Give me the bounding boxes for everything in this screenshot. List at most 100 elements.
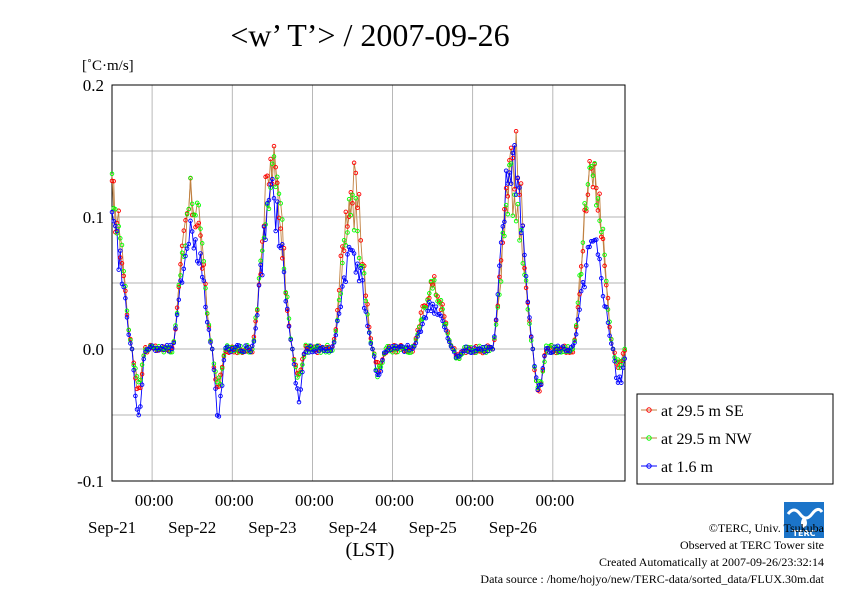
data-point [528,334,534,339]
data-point [198,226,203,231]
data-point [573,332,579,337]
data-point [513,128,519,134]
data-point [607,333,612,338]
data-point [258,262,263,268]
data-point [288,337,293,342]
data-point [228,349,233,355]
data-point [116,267,121,272]
data-point [378,369,384,374]
data-point [208,338,213,343]
data-point [219,366,225,371]
data-point [378,364,384,370]
data-point [590,173,596,178]
data-point [365,302,370,307]
data-point [438,313,444,319]
data-point [111,218,116,224]
data-point [578,271,584,277]
data-point [271,195,277,201]
data-point [520,223,526,229]
data-point [109,178,115,184]
data-point [510,213,516,218]
data-point [124,315,130,320]
data-point [533,375,539,380]
data-point [345,224,350,229]
chart-title: <w’ T’> / 2007-09-26 [230,17,509,53]
data-point [193,237,198,242]
data-point [139,362,145,368]
data-point [290,346,295,352]
data-point [427,299,432,305]
data-point [178,262,183,267]
data-point [503,168,509,173]
legend-marker [646,463,652,469]
data-point [131,360,136,366]
data-point [498,279,504,284]
data-point [427,291,432,296]
data-point [263,237,268,242]
data-point [188,218,193,224]
data-point [123,295,128,301]
data-point [445,336,450,341]
legend-marker [646,435,652,441]
data-point [463,344,469,349]
data-point [604,304,609,310]
data-point [278,201,283,206]
data-point [452,349,457,355]
data-point [281,266,287,272]
data-point [273,164,278,170]
data-point [371,351,377,357]
data-point [605,320,611,325]
data-point [260,248,265,253]
data-point [438,298,444,303]
data-point [580,240,586,245]
x-tick-date: Sep-22 [168,518,216,537]
data-point [355,205,360,211]
data-point [218,393,223,399]
data-point [118,248,123,253]
data-point [134,374,140,379]
data-point [543,346,549,351]
data-point [360,278,365,283]
data-point [278,226,283,231]
footer-created: Created Automatically at 2007-09-26/23:3… [599,555,824,569]
data-point [213,386,218,391]
data-point [523,285,529,291]
data-point [169,346,175,352]
data-point [208,340,213,345]
data-point [336,288,342,293]
data-point [241,349,247,355]
data-point [498,258,504,263]
data-point [585,182,591,187]
data-point [345,252,350,257]
data-point [406,350,412,356]
data-point [350,201,355,206]
data-point [515,175,521,181]
data-point [206,327,212,332]
data-point [345,230,350,235]
data-point [502,206,507,212]
data-point [594,185,599,191]
data-point [507,170,512,175]
data-point [285,294,290,300]
data-point [184,211,190,217]
data-point [266,197,272,203]
data-point [173,323,178,328]
data-point [512,187,517,192]
data-point [572,338,577,344]
data-point [592,160,597,166]
data-point [109,209,115,215]
data-point [141,356,146,362]
data-point [493,317,499,322]
series-lines [111,131,626,418]
data-point [595,252,601,257]
data-point [487,344,492,350]
data-point [285,306,290,312]
data-point [522,265,527,271]
data-point [114,231,120,236]
data-point [535,387,541,393]
data-point [356,191,362,197]
data-point [124,308,130,314]
data-point [260,272,265,278]
data-point [594,237,599,242]
data-point [527,315,532,320]
